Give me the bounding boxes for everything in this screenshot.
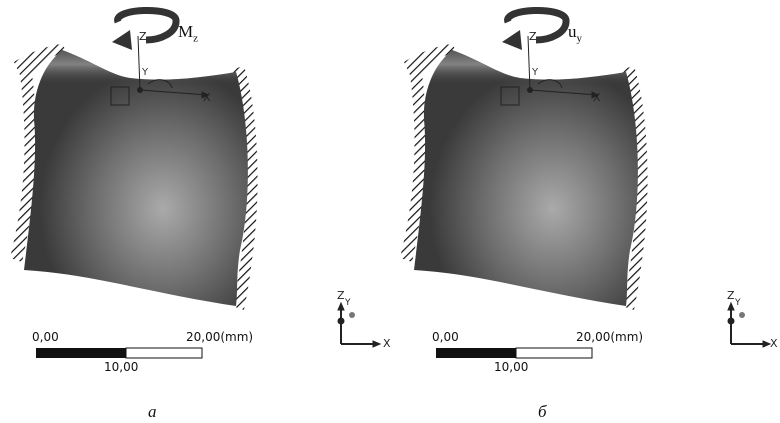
- frame-z-label: Z: [529, 30, 537, 43]
- scale-middle-value: 10,00: [104, 360, 139, 374]
- global-triad: [727, 301, 772, 348]
- scale-left-value: 0,00: [432, 330, 459, 344]
- frame-x-label: X: [593, 91, 601, 104]
- scale-middle-value: 10,00: [494, 360, 529, 374]
- triad-x-label: X: [770, 337, 778, 350]
- displacement-arrow: [502, 7, 570, 50]
- load-label: Mz: [178, 22, 199, 45]
- scale-right-value: 20,00(mm): [186, 330, 254, 344]
- triad-z-label: Z: [337, 289, 345, 302]
- triad-y-label: Y: [735, 298, 741, 308]
- frame-z-label: Z: [139, 30, 147, 43]
- global-triad: [337, 301, 382, 348]
- frame-y-label: Y: [531, 67, 539, 78]
- triad-y-label: Y: [345, 298, 351, 308]
- model-view-b: X Z Y: [400, 7, 772, 359]
- scale-left-value: 0,00: [32, 330, 59, 344]
- scale-bar: [36, 347, 203, 359]
- panel-b: X Z Y uy 0,00 20,00(mm) 10,00 Z Y X б: [390, 0, 780, 423]
- right-support-hatch: [620, 66, 648, 310]
- panel-caption: б: [538, 402, 547, 421]
- left-support-hatch: [10, 44, 67, 262]
- scale-right-value: 20,00(mm): [576, 330, 644, 344]
- load-label: uy: [568, 22, 582, 45]
- scale-bar: [436, 347, 593, 359]
- triad-z-label: Z: [727, 289, 735, 302]
- frame-x-label: X: [203, 91, 211, 104]
- moment-arrow: [112, 7, 180, 50]
- panel-caption: а: [148, 402, 157, 421]
- frame-y-label: Y: [141, 67, 149, 78]
- panel-a: X Z Y Mz 0,00 20,00(mm) 10,00 Z Y X: [10, 7, 391, 421]
- local-coordinate-frame: [500, 35, 600, 106]
- local-coordinate-frame: [110, 35, 210, 106]
- left-support-hatch: [400, 44, 457, 262]
- triad-x-label: X: [383, 337, 391, 350]
- model-view-a: X Z Y: [10, 7, 382, 359]
- right-support-hatch: [230, 66, 258, 310]
